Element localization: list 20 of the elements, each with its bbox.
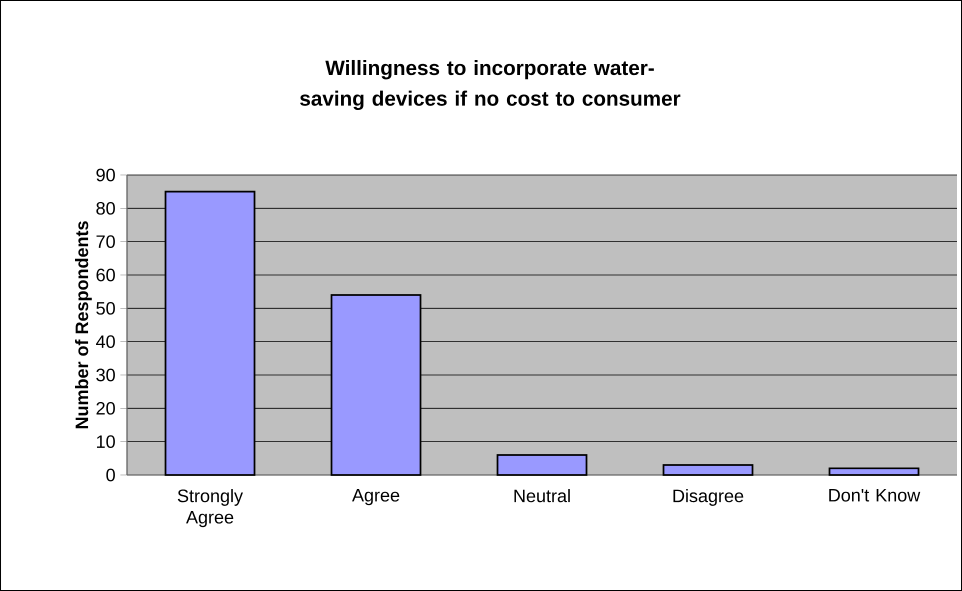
y-tick-label: 40 [96, 335, 115, 348]
y-tick-label: 30 [96, 368, 115, 382]
y-tick-label: 50 [96, 302, 115, 315]
chart-title: Willingness to incorporate water-saving devices if no cost to consumer [300, 60, 680, 110]
y-tick-label: 80 [96, 202, 115, 215]
bar [496, 454, 588, 476]
bar [828, 467, 920, 476]
y-tick-label: 10 [96, 435, 115, 448]
y-axis-title: Number of Respondents [75, 221, 92, 428]
y-tick-label: 0 [106, 468, 115, 482]
y-tick-label: 90 [96, 168, 115, 182]
x-tick-label: Don't Know [829, 489, 920, 502]
bar [662, 464, 754, 476]
y-tick-label: 20 [96, 402, 115, 415]
x-tick-label: Neutral [514, 489, 570, 502]
x-tick-label: Agree [352, 489, 400, 506]
y-tick-label: 60 [96, 268, 115, 282]
y-tick-label: 70 [96, 235, 115, 248]
x-tick-label: Strongly Agree [178, 489, 243, 528]
x-tick-label: Disagree [673, 489, 744, 506]
